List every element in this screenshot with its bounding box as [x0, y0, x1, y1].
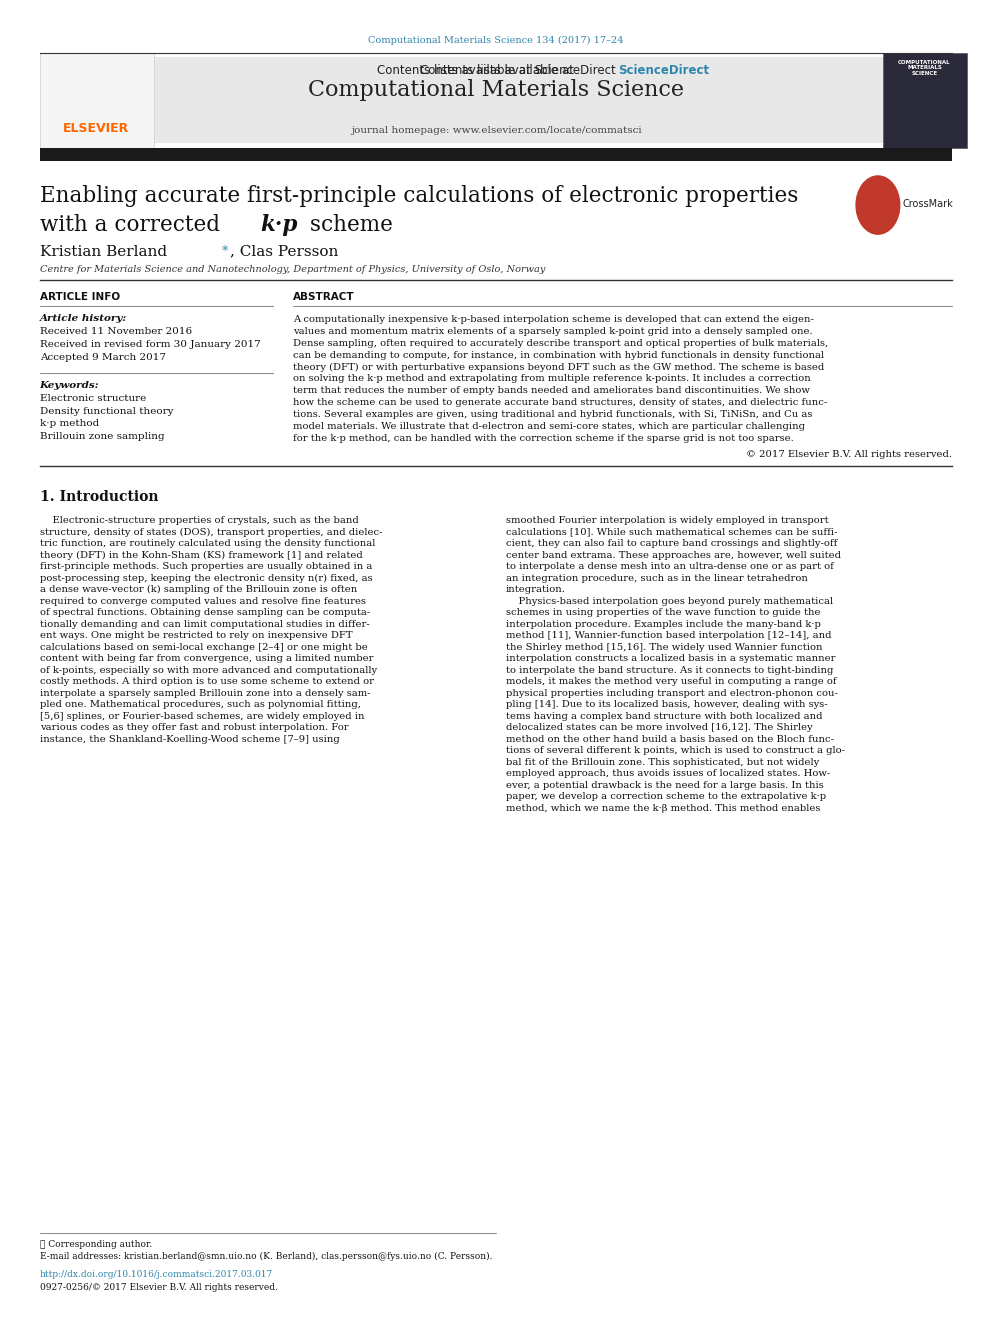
Text: delocalized states can be more involved [16,12]. The Shirley: delocalized states can be more involved …	[506, 724, 812, 732]
Text: ABSTRACT: ABSTRACT	[293, 292, 354, 303]
Text: of k-points, especially so with more advanced and computationally: of k-points, especially so with more adv…	[40, 665, 377, 675]
Text: A computationally inexpensive k·p-based interpolation scheme is developed that c: A computationally inexpensive k·p-based …	[293, 315, 813, 324]
Text: theory (DFT) or with perturbative expansions beyond DFT such as the GW method. T: theory (DFT) or with perturbative expans…	[293, 363, 824, 372]
Text: Density functional theory: Density functional theory	[40, 407, 174, 415]
Text: Received in revised form 30 January 2017: Received in revised form 30 January 2017	[40, 340, 261, 349]
Text: tems having a complex band structure with both localized and: tems having a complex band structure wit…	[506, 712, 822, 721]
Text: cient, they can also fail to capture band crossings and slightly-off: cient, they can also fail to capture ban…	[506, 538, 837, 548]
Text: Contents lists available at: Contents lists available at	[420, 64, 577, 77]
Text: how the scheme can be used to generate accurate band structures, density of stat: how the scheme can be used to generate a…	[293, 398, 827, 407]
Text: method [11], Wannier-function based interpolation [12–14], and: method [11], Wannier-function based inte…	[506, 631, 831, 640]
Text: Computational Materials Science: Computational Materials Science	[308, 79, 684, 102]
Text: ELSEVIER: ELSEVIER	[63, 122, 129, 135]
Text: Dense sampling, often required to accurately describe transport and optical prop: Dense sampling, often required to accura…	[293, 339, 828, 348]
Text: interpolate a sparsely sampled Brillouin zone into a densely sam-: interpolate a sparsely sampled Brillouin…	[40, 688, 370, 697]
Text: the Shirley method [15,16]. The widely used Wannier function: the Shirley method [15,16]. The widely u…	[506, 643, 822, 652]
Text: Physics-based interpolation goes beyond purely mathematical: Physics-based interpolation goes beyond …	[506, 597, 833, 606]
Text: on solving the k·p method and extrapolating from multiple reference k-points. It: on solving the k·p method and extrapolat…	[293, 374, 810, 384]
Text: for the k·p method, can be handled with the correction scheme if the sparse grid: for the k·p method, can be handled with …	[293, 434, 794, 443]
Text: Contents lists available at ScienceDirect: Contents lists available at ScienceDirec…	[377, 64, 615, 77]
Text: instance, the Shankland-Koelling-Wood scheme [7–9] using: instance, the Shankland-Koelling-Wood sc…	[40, 734, 339, 744]
Text: theory (DFT) in the Kohn-Sham (KS) framework [1] and related: theory (DFT) in the Kohn-Sham (KS) frame…	[40, 550, 362, 560]
Text: CrossMark: CrossMark	[903, 198, 953, 209]
Text: ScienceDirect: ScienceDirect	[618, 64, 709, 77]
Text: E-mail addresses: kristian.berland@smn.uio.no (K. Berland), clas.persson@fys.uio: E-mail addresses: kristian.berland@smn.u…	[40, 1252, 492, 1261]
Text: scheme: scheme	[303, 214, 393, 237]
Text: , Clas Persson: , Clas Persson	[230, 245, 338, 259]
Text: k·p method: k·p method	[40, 419, 99, 429]
Text: costly methods. A third option is to use some scheme to extend or: costly methods. A third option is to use…	[40, 677, 374, 687]
Text: with a corrected: with a corrected	[40, 214, 226, 237]
Text: Brillouin zone sampling: Brillouin zone sampling	[40, 431, 165, 441]
Text: post-processing step, keeping the electronic density n(r) fixed, as: post-processing step, keeping the electr…	[40, 574, 372, 582]
Text: journal homepage: www.elsevier.com/locate/commatsci: journal homepage: www.elsevier.com/locat…	[351, 126, 641, 135]
Text: tions. Several examples are given, using traditional and hybrid functionals, wit: tions. Several examples are given, using…	[293, 410, 812, 419]
Text: of spectral functions. Obtaining dense sampling can be computa-: of spectral functions. Obtaining dense s…	[40, 609, 370, 617]
Text: COMPUTATIONAL
MATERIALS
SCIENCE: COMPUTATIONAL MATERIALS SCIENCE	[898, 60, 951, 77]
Text: Accepted 9 March 2017: Accepted 9 March 2017	[40, 353, 166, 363]
Text: structure, density of states (DOS), transport properties, and dielec-: structure, density of states (DOS), tran…	[40, 528, 382, 537]
Text: Computational Materials Science 134 (2017) 17–24: Computational Materials Science 134 (201…	[368, 36, 624, 45]
Text: pled one. Mathematical procedures, such as polynomial fitting,: pled one. Mathematical procedures, such …	[40, 700, 361, 709]
Text: tric function, are routinely calculated using the density functional: tric function, are routinely calculated …	[40, 538, 375, 548]
Text: models, it makes the method very useful in computing a range of: models, it makes the method very useful …	[506, 677, 836, 687]
Text: a dense wave-vector (k) sampling of the Brillouin zone is often: a dense wave-vector (k) sampling of the …	[40, 585, 357, 594]
Text: pling [14]. Due to its localized basis, however, dealing with sys-: pling [14]. Due to its localized basis, …	[506, 700, 827, 709]
Text: term that reduces the number of empty bands needed and ameliorates band disconti: term that reduces the number of empty ba…	[293, 386, 809, 396]
Text: 1. Introduction: 1. Introduction	[40, 490, 158, 504]
Text: an integration procedure, such as in the linear tetrahedron: an integration procedure, such as in the…	[506, 574, 807, 582]
Text: ent ways. One might be restricted to rely on inexpensive DFT: ent ways. One might be restricted to rel…	[40, 631, 352, 640]
Text: can be demanding to compute, for instance, in combination with hybrid functional: can be demanding to compute, for instanc…	[293, 351, 823, 360]
Text: bal fit of the Brillouin zone. This sophisticated, but not widely: bal fit of the Brillouin zone. This soph…	[506, 758, 819, 767]
Text: center band extrama. These approaches are, however, well suited: center band extrama. These approaches ar…	[506, 550, 841, 560]
Text: Enabling accurate first-principle calculations of electronic properties: Enabling accurate first-principle calcul…	[40, 185, 798, 208]
Text: *: *	[222, 245, 228, 258]
Text: calculations based on semi-local exchange [2–4] or one might be: calculations based on semi-local exchang…	[40, 643, 367, 652]
Text: © 2017 Elsevier B.V. All rights reserved.: © 2017 Elsevier B.V. All rights reserved…	[746, 450, 952, 459]
Text: calculations [10]. While such mathematical schemes can be suffi-: calculations [10]. While such mathematic…	[506, 528, 837, 537]
Text: employed approach, thus avoids issues of localized states. How-: employed approach, thus avoids issues of…	[506, 769, 830, 778]
Text: content with being far from convergence, using a limited number: content with being far from convergence,…	[40, 654, 373, 663]
Text: schemes in using properties of the wave function to guide the: schemes in using properties of the wave …	[506, 609, 820, 617]
Text: Received 11 November 2016: Received 11 November 2016	[40, 327, 191, 336]
Text: interpolation procedure. Examples include the many-band k·p: interpolation procedure. Examples includ…	[506, 619, 820, 628]
Text: interpolation constructs a localized basis in a systematic manner: interpolation constructs a localized bas…	[506, 654, 835, 663]
Text: various codes as they offer fast and robust interpolation. For: various codes as they offer fast and rob…	[40, 724, 348, 732]
Text: model materials. We illustrate that d-electron and semi-core states, which are p: model materials. We illustrate that d-el…	[293, 422, 805, 431]
Text: physical properties including transport and electron-phonon cou-: physical properties including transport …	[506, 688, 838, 697]
Text: method on the other hand build a basis based on the Bloch func-: method on the other hand build a basis b…	[506, 734, 834, 744]
Text: required to converge computed values and resolve fine features: required to converge computed values and…	[40, 597, 366, 606]
Text: method, which we name the k·β method. This method enables: method, which we name the k·β method. Th…	[506, 803, 820, 812]
Text: ARTICLE INFO: ARTICLE INFO	[40, 292, 120, 303]
Text: values and momentum matrix elements of a sparsely sampled k-point grid into a de: values and momentum matrix elements of a…	[293, 327, 812, 336]
Text: paper, we develop a correction scheme to the extrapolative k·p: paper, we develop a correction scheme to…	[506, 792, 826, 802]
Text: 0927-0256/© 2017 Elsevier B.V. All rights reserved.: 0927-0256/© 2017 Elsevier B.V. All right…	[40, 1283, 278, 1293]
Text: Electronic structure: Electronic structure	[40, 394, 146, 404]
Text: tions of several different k points, which is used to construct a glo-: tions of several different k points, whi…	[506, 746, 845, 755]
Text: k·p: k·p	[260, 214, 298, 237]
Text: http://dx.doi.org/10.1016/j.commatsci.2017.03.017: http://dx.doi.org/10.1016/j.commatsci.20…	[40, 1270, 273, 1279]
Text: Centre for Materials Science and Nanotechnology, Department of Physics, Universi: Centre for Materials Science and Nanotec…	[40, 265, 545, 274]
Text: ⋆ Corresponding author.: ⋆ Corresponding author.	[40, 1240, 152, 1249]
Text: first-principle methods. Such properties are usually obtained in a: first-principle methods. Such properties…	[40, 562, 372, 572]
Text: to interpolate the band structure. As it connects to tight-binding: to interpolate the band structure. As it…	[506, 665, 833, 675]
Text: smoothed Fourier interpolation is widely employed in transport: smoothed Fourier interpolation is widely…	[506, 516, 828, 525]
Text: ever, a potential drawback is the need for a large basis. In this: ever, a potential drawback is the need f…	[506, 781, 823, 790]
Text: Electronic-structure properties of crystals, such as the band: Electronic-structure properties of cryst…	[40, 516, 358, 525]
Text: to interpolate a dense mesh into an ultra-dense one or as part of: to interpolate a dense mesh into an ultr…	[506, 562, 834, 572]
Text: integration.: integration.	[506, 585, 565, 594]
Text: [5,6] splines, or Fourier-based schemes, are widely employed in: [5,6] splines, or Fourier-based schemes,…	[40, 712, 364, 721]
Text: tionally demanding and can limit computational studies in differ-: tionally demanding and can limit computa…	[40, 619, 369, 628]
Text: Keywords:: Keywords:	[40, 381, 99, 390]
Text: Kristian Berland: Kristian Berland	[40, 245, 172, 259]
Text: Article history:: Article history:	[40, 314, 127, 323]
